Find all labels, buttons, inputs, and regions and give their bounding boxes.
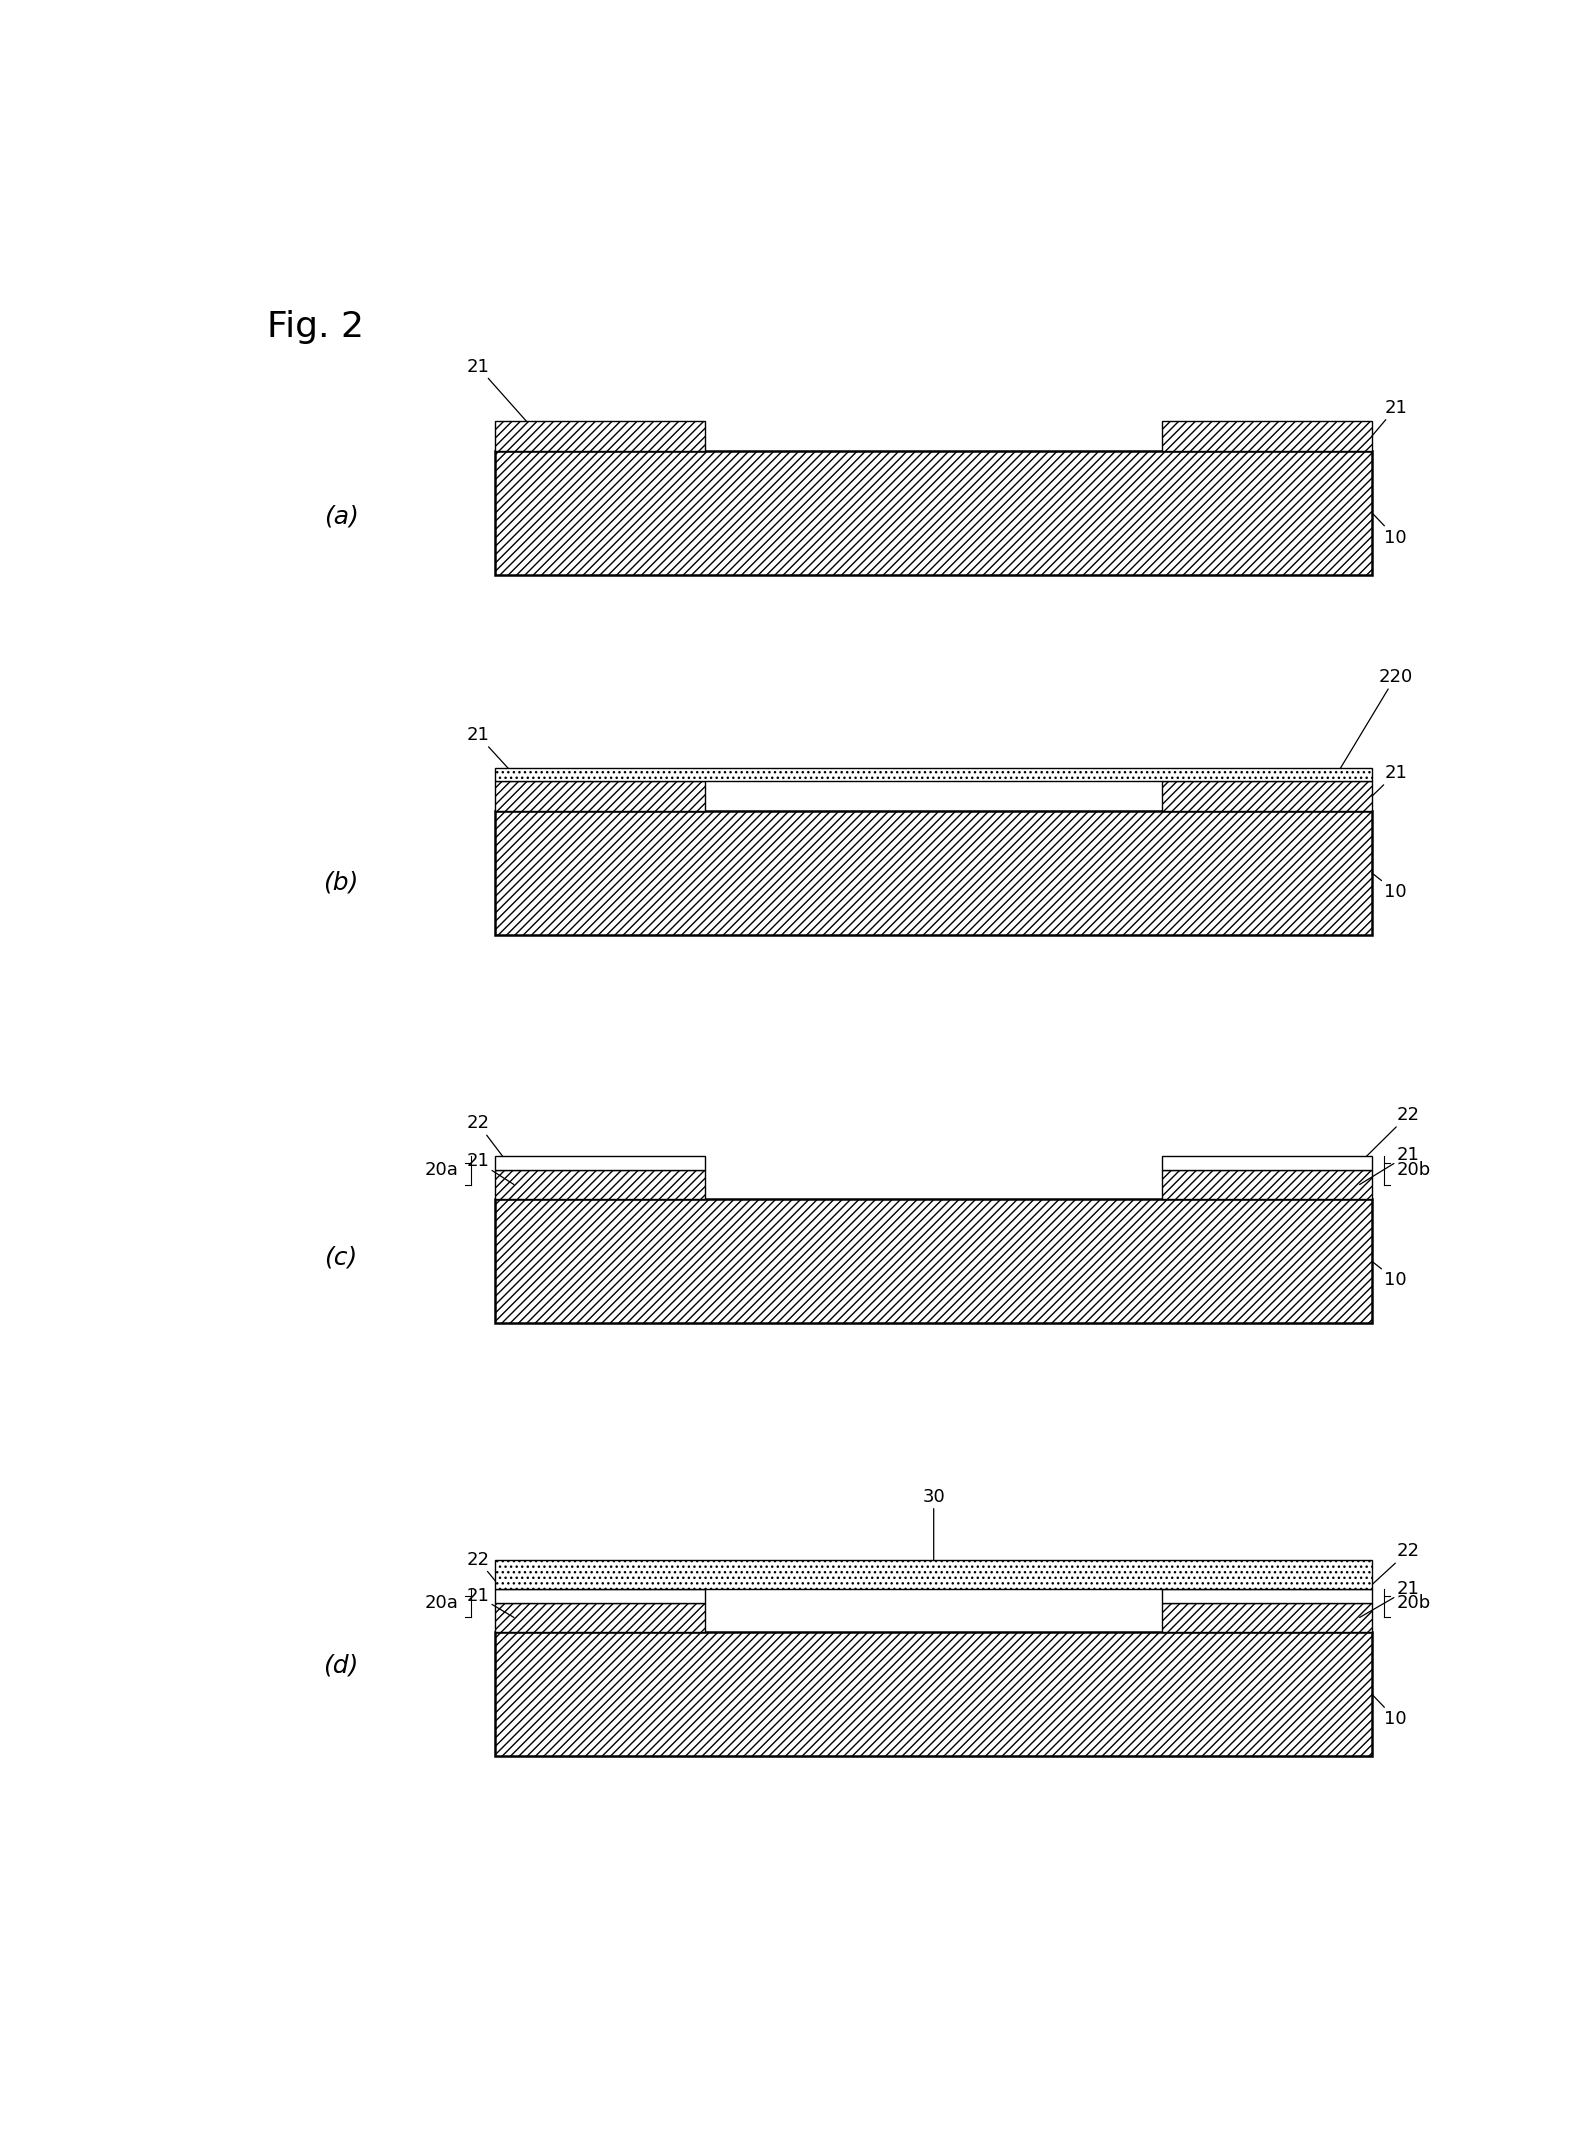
Bar — [495, 1200, 1372, 1324]
Bar — [495, 781, 706, 811]
Text: 20b: 20b — [1397, 1161, 1431, 1180]
Text: 21: 21 — [1372, 764, 1407, 796]
Text: 21: 21 — [467, 725, 519, 781]
Text: 22: 22 — [1360, 1543, 1419, 1597]
Text: 21: 21 — [467, 358, 526, 421]
Bar — [495, 1157, 706, 1170]
Text: Fig. 2: Fig. 2 — [268, 311, 365, 343]
Text: 10: 10 — [1372, 1695, 1407, 1728]
Text: 22: 22 — [1360, 1105, 1419, 1163]
Text: 10: 10 — [1372, 513, 1407, 547]
Bar — [495, 1590, 706, 1603]
Bar — [495, 1170, 706, 1200]
Text: 21: 21 — [467, 1152, 515, 1185]
Text: (a): (a) — [323, 504, 358, 528]
Bar — [1163, 1603, 1372, 1633]
Text: 10: 10 — [1372, 1262, 1407, 1290]
Bar — [495, 1633, 1372, 1755]
Text: 22: 22 — [467, 1114, 508, 1163]
Text: 21: 21 — [467, 1588, 515, 1618]
Bar — [495, 811, 1372, 936]
Text: (d): (d) — [323, 1652, 358, 1678]
Bar — [495, 421, 706, 451]
Text: 21: 21 — [1360, 1579, 1419, 1618]
Bar — [495, 768, 1372, 781]
Bar — [495, 1560, 1372, 1590]
Bar — [1163, 1170, 1372, 1200]
Bar — [495, 1560, 1372, 1590]
Bar — [1163, 1157, 1372, 1170]
Text: 21: 21 — [1360, 1146, 1419, 1185]
Bar — [1163, 421, 1372, 451]
Bar — [1163, 781, 1372, 811]
Bar — [495, 451, 1372, 575]
Text: 22: 22 — [467, 1552, 508, 1597]
Text: (b): (b) — [323, 869, 358, 895]
Bar — [495, 768, 1372, 781]
Text: 30: 30 — [922, 1487, 945, 1560]
Text: 20a: 20a — [424, 1594, 459, 1612]
Text: 10: 10 — [1372, 873, 1407, 901]
Bar — [495, 1603, 706, 1633]
Bar — [1163, 1590, 1372, 1603]
Text: (c): (c) — [325, 1245, 358, 1268]
Text: 220: 220 — [1340, 667, 1413, 768]
Text: 21: 21 — [1372, 399, 1407, 436]
Text: 20b: 20b — [1397, 1594, 1431, 1612]
Text: 20a: 20a — [424, 1161, 459, 1180]
